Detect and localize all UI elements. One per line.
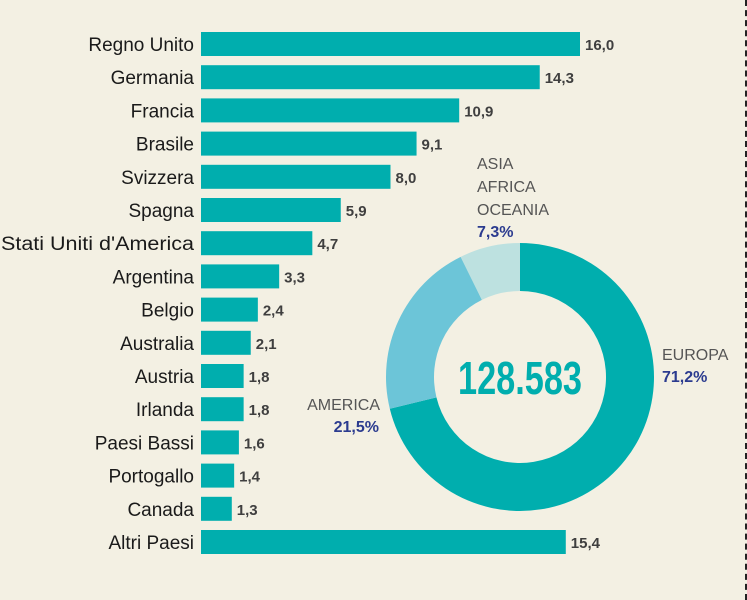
bar — [201, 32, 580, 56]
bar — [201, 65, 540, 90]
value-label: 5,9 — [346, 203, 367, 220]
dashed-divider — [745, 0, 747, 600]
category-label: Spagna — [128, 201, 194, 222]
value-label: 3,3 — [284, 269, 305, 286]
category-label: Francia — [131, 101, 195, 122]
slice-label-europa: EUROPA — [662, 347, 729, 364]
category-label: Germania — [111, 68, 195, 89]
category-label: Regno Unito — [88, 35, 194, 56]
value-label: 16,0 — [585, 37, 614, 54]
category-label: Paesi Bassi — [95, 433, 194, 454]
value-label: 1,3 — [237, 502, 258, 519]
value-label: 2,1 — [256, 336, 277, 353]
bar — [201, 364, 244, 388]
category-label: Altri Paesi — [108, 533, 194, 554]
center-total: 128.583 — [458, 352, 582, 404]
value-label: 1,8 — [249, 369, 270, 386]
bar — [201, 198, 341, 222]
slice-pct-europa: 71,2% — [662, 369, 707, 386]
value-label: 15,4 — [571, 535, 601, 552]
category-label: Argentina — [113, 267, 195, 288]
value-label: 4,7 — [317, 236, 338, 253]
value-label: 8,0 — [396, 170, 417, 187]
bar — [201, 496, 232, 521]
bar — [201, 131, 417, 156]
slice-pct-asia-africa-oceania: 7,3% — [477, 224, 513, 241]
category-label: Portogallo — [108, 467, 194, 488]
bar — [201, 430, 239, 455]
slice-pct-america: 21,5% — [334, 419, 379, 436]
slice-label-asia-africa-oceania: OCEANIA — [477, 202, 549, 219]
value-label: 1,6 — [244, 435, 265, 452]
donut-slice — [460, 243, 520, 300]
value-label: 9,1 — [422, 137, 443, 154]
bar — [201, 463, 235, 488]
bar — [201, 297, 258, 322]
slice-label-asia-africa-oceania: AFRICA — [477, 179, 536, 196]
value-label: 10,9 — [464, 103, 493, 120]
value-label: 1,4 — [239, 469, 261, 486]
bar — [201, 330, 251, 355]
category-label: Austria — [135, 367, 195, 388]
bar — [201, 397, 244, 422]
slice-label-asia-africa-oceania: ASIA — [477, 156, 514, 173]
value-label: 1,8 — [249, 402, 270, 419]
category-label: Svizzera — [121, 168, 194, 189]
value-label: 14,3 — [545, 70, 574, 87]
slice-label-america: AMERICA — [307, 397, 380, 414]
bar — [201, 164, 391, 189]
category-label: Canada — [127, 500, 194, 521]
value-label: 2,4 — [263, 303, 285, 320]
donut-slice — [386, 256, 482, 409]
category-label: Stati Uniti d'America — [1, 234, 194, 255]
category-label: Australia — [120, 334, 194, 355]
bar — [201, 98, 460, 123]
category-label: Irlanda — [136, 400, 195, 421]
donut-slice — [389, 243, 654, 512]
bar — [201, 264, 280, 289]
bar — [201, 231, 313, 256]
bar — [201, 530, 566, 554]
category-label: Brasile — [136, 135, 194, 156]
category-label: Belgio — [141, 301, 194, 322]
